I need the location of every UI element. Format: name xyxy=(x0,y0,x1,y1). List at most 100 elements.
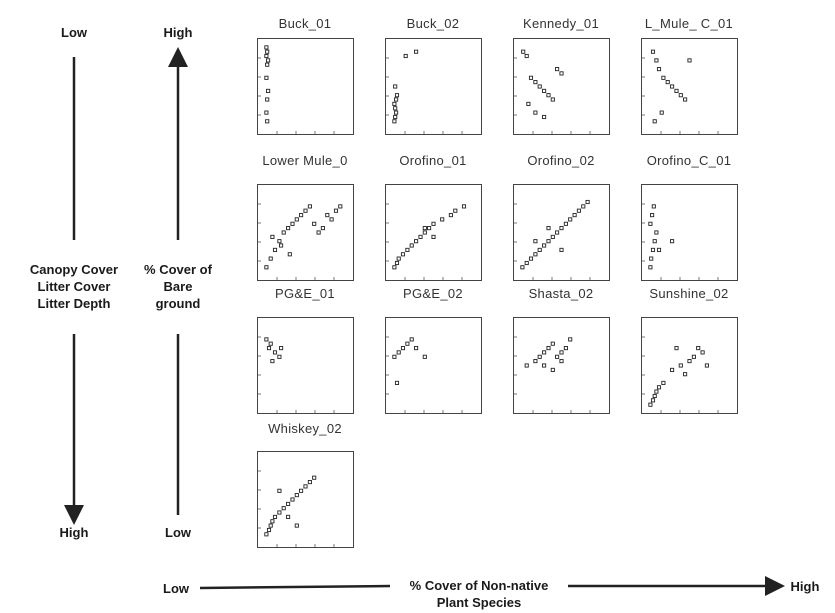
data-point xyxy=(405,247,410,252)
scatter-panel xyxy=(641,184,738,281)
data-point xyxy=(537,247,542,252)
data-point xyxy=(270,234,275,239)
scatter-plot xyxy=(514,49,591,134)
scatter-panel xyxy=(513,317,610,414)
scatter-panel xyxy=(641,317,738,414)
data-point xyxy=(700,350,705,355)
data-point xyxy=(528,256,534,261)
data-point xyxy=(286,514,291,519)
data-point xyxy=(650,213,655,218)
data-point xyxy=(542,88,547,93)
data-point xyxy=(281,506,286,511)
data-point xyxy=(546,239,551,244)
data-point xyxy=(533,252,538,257)
data-point xyxy=(654,230,659,235)
data-point xyxy=(277,239,282,244)
scatter-panel xyxy=(385,317,482,414)
data-point xyxy=(312,221,317,226)
data-point xyxy=(279,243,284,248)
data-point xyxy=(526,101,531,106)
data-point xyxy=(537,354,542,359)
scatter-plot xyxy=(642,203,719,280)
data-point xyxy=(264,45,269,50)
data-point xyxy=(528,75,534,80)
data-point xyxy=(687,359,692,364)
data-point xyxy=(270,359,275,364)
data-point xyxy=(393,114,398,120)
data-point xyxy=(581,204,586,209)
data-point xyxy=(264,337,269,342)
data-point xyxy=(272,350,278,355)
middle-axis-label-2: Bare xyxy=(163,279,193,294)
data-point xyxy=(678,363,683,368)
data-point xyxy=(533,110,538,115)
panel-title: Orofino_C_01 xyxy=(646,153,732,168)
data-point xyxy=(265,119,270,124)
data-point xyxy=(691,354,696,359)
middle-axis-top-label: High xyxy=(163,25,193,40)
data-point xyxy=(670,239,675,244)
data-point xyxy=(533,359,538,364)
data-point xyxy=(461,204,467,209)
data-point xyxy=(400,252,406,257)
data-point xyxy=(266,527,272,533)
data-point xyxy=(392,265,397,270)
bottom-axis-label-1: % Cover of Non-native xyxy=(409,578,549,593)
scatter-plot xyxy=(642,49,719,134)
data-point xyxy=(307,204,312,209)
data-point xyxy=(576,208,581,213)
data-point xyxy=(277,354,282,359)
data-point xyxy=(338,204,343,209)
data-point xyxy=(277,488,282,493)
panel-title: L_Mule_ C_01 xyxy=(644,16,734,31)
data-point xyxy=(414,346,419,351)
panel-title: PG&E_02 xyxy=(403,286,463,301)
data-point xyxy=(422,354,427,359)
data-point xyxy=(550,234,555,239)
data-point xyxy=(427,226,432,231)
data-point xyxy=(394,93,400,98)
data-point xyxy=(392,101,397,106)
data-point xyxy=(670,84,675,89)
data-point xyxy=(409,337,414,342)
data-point xyxy=(555,67,560,72)
data-point xyxy=(403,53,408,59)
data-point xyxy=(264,53,269,59)
data-point xyxy=(650,49,656,54)
panel-title: Orofino_01 xyxy=(399,153,467,168)
data-point xyxy=(268,341,273,346)
data-point xyxy=(268,523,273,528)
data-point xyxy=(325,213,330,218)
scatter-plot xyxy=(386,336,463,413)
bottom-axis-line-left xyxy=(199,584,391,590)
data-point xyxy=(405,341,410,346)
data-point xyxy=(559,226,564,231)
data-point xyxy=(286,501,291,506)
data-point xyxy=(303,208,308,213)
data-point xyxy=(422,226,427,231)
data-point xyxy=(414,49,419,54)
data-point xyxy=(652,239,657,244)
data-point xyxy=(290,221,295,226)
data-point xyxy=(440,217,445,222)
data-point xyxy=(696,346,701,351)
data-point xyxy=(312,475,317,480)
data-point xyxy=(542,243,547,248)
data-point xyxy=(409,243,414,248)
data-point xyxy=(392,119,397,124)
data-point xyxy=(264,110,269,115)
panel-title: Buck_02 xyxy=(406,16,460,31)
panel-title: PG&E_01 xyxy=(275,286,335,301)
data-point xyxy=(559,359,564,364)
left-axis-label-3: Litter Depth xyxy=(37,296,111,311)
data-point xyxy=(674,88,679,93)
data-point xyxy=(294,493,299,498)
data-point xyxy=(683,97,688,102)
data-point xyxy=(656,247,662,252)
left-axis-label-2: Litter Cover xyxy=(37,279,111,294)
data-point xyxy=(303,484,308,489)
data-point xyxy=(559,247,564,252)
panel-title: Sunshine_02 xyxy=(649,286,729,301)
data-point xyxy=(294,217,299,222)
data-point xyxy=(704,363,709,368)
